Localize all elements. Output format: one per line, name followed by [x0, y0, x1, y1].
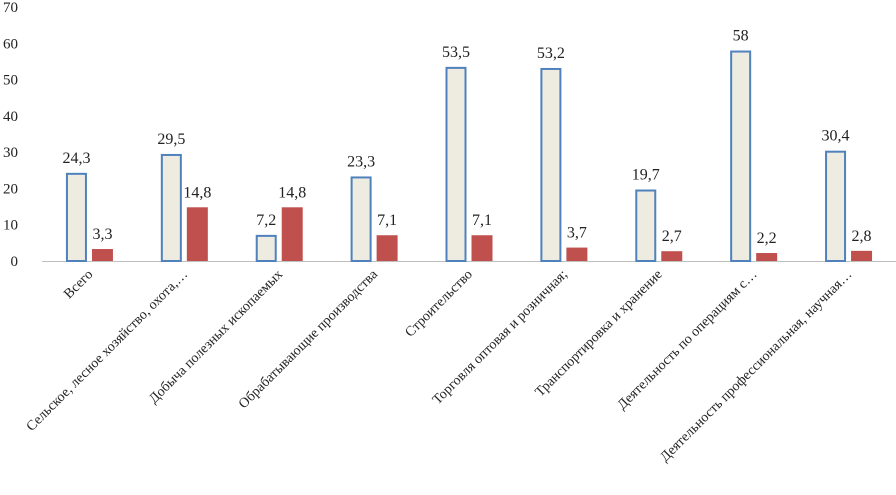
- data-labels: 24,33,329,514,87,214,823,37,153,57,153,2…: [62, 28, 871, 247]
- bar-series-2: [376, 235, 398, 261]
- category-label: Сельское, лесное хозяйство, охота,…: [24, 267, 191, 434]
- category-label: Строительство: [403, 267, 476, 340]
- bar-series-1: [825, 150, 847, 262]
- bar-series-1: [730, 50, 752, 262]
- axes: 0 10 20 30 40 50 60 70: [3, 0, 896, 270]
- data-label-series-2: 3,7: [567, 225, 587, 242]
- data-label-series-2: 7,1: [377, 212, 397, 229]
- category-label: Всего: [61, 267, 96, 302]
- bar-series-1: [635, 189, 657, 262]
- data-label-series-1: 23,3: [347, 153, 375, 170]
- data-label-series-2: 2,8: [852, 228, 872, 245]
- bar-series-2: [471, 235, 493, 261]
- bar-series-2: [661, 251, 683, 261]
- bar-series-2: [756, 253, 778, 261]
- bar-series-2: [281, 207, 303, 261]
- y-tick-label: 30: [3, 145, 18, 161]
- data-label-series-2: 14,8: [183, 184, 211, 201]
- y-tick-label: 70: [3, 0, 18, 16]
- bar-series-2: [91, 249, 113, 261]
- y-tick-label: 40: [3, 109, 18, 125]
- bar-series-1: [445, 66, 467, 262]
- data-label-series-2: 2,7: [662, 228, 682, 245]
- bars: [65, 50, 873, 262]
- y-tick-label: 20: [3, 181, 18, 197]
- data-label-series-1: 19,7: [632, 167, 660, 184]
- data-label-series-2: 14,8: [278, 184, 306, 201]
- bar-series-2: [186, 207, 208, 261]
- bar-series-1: [160, 153, 182, 262]
- data-label-series-1: 53,2: [537, 45, 565, 62]
- category-label: Деятельность профессиональная, научная…: [658, 267, 856, 465]
- bar-series-1: [540, 67, 562, 262]
- bar-series-2: [851, 250, 873, 261]
- bar-series-2: [566, 247, 588, 261]
- data-label-series-1: 58: [733, 28, 749, 45]
- data-label-series-2: 3,3: [92, 226, 112, 243]
- data-label-series-1: 30,4: [822, 128, 850, 145]
- bar-series-1: [255, 234, 277, 262]
- bar-series-1: [65, 172, 87, 262]
- data-label-series-1: 7,2: [256, 212, 276, 229]
- data-label-series-2: 7,1: [472, 212, 492, 229]
- y-tick-label: 10: [3, 218, 18, 234]
- data-label-series-1: 53,5: [442, 44, 470, 61]
- y-tick-label: 50: [3, 73, 18, 89]
- y-tick-label: 60: [3, 36, 18, 52]
- y-tick-label: 0: [11, 254, 19, 270]
- data-label-series-2: 2,2: [757, 230, 777, 247]
- data-label-series-1: 24,3: [62, 150, 90, 167]
- data-label-series-1: 29,5: [157, 131, 185, 148]
- bar-series-1: [350, 176, 372, 262]
